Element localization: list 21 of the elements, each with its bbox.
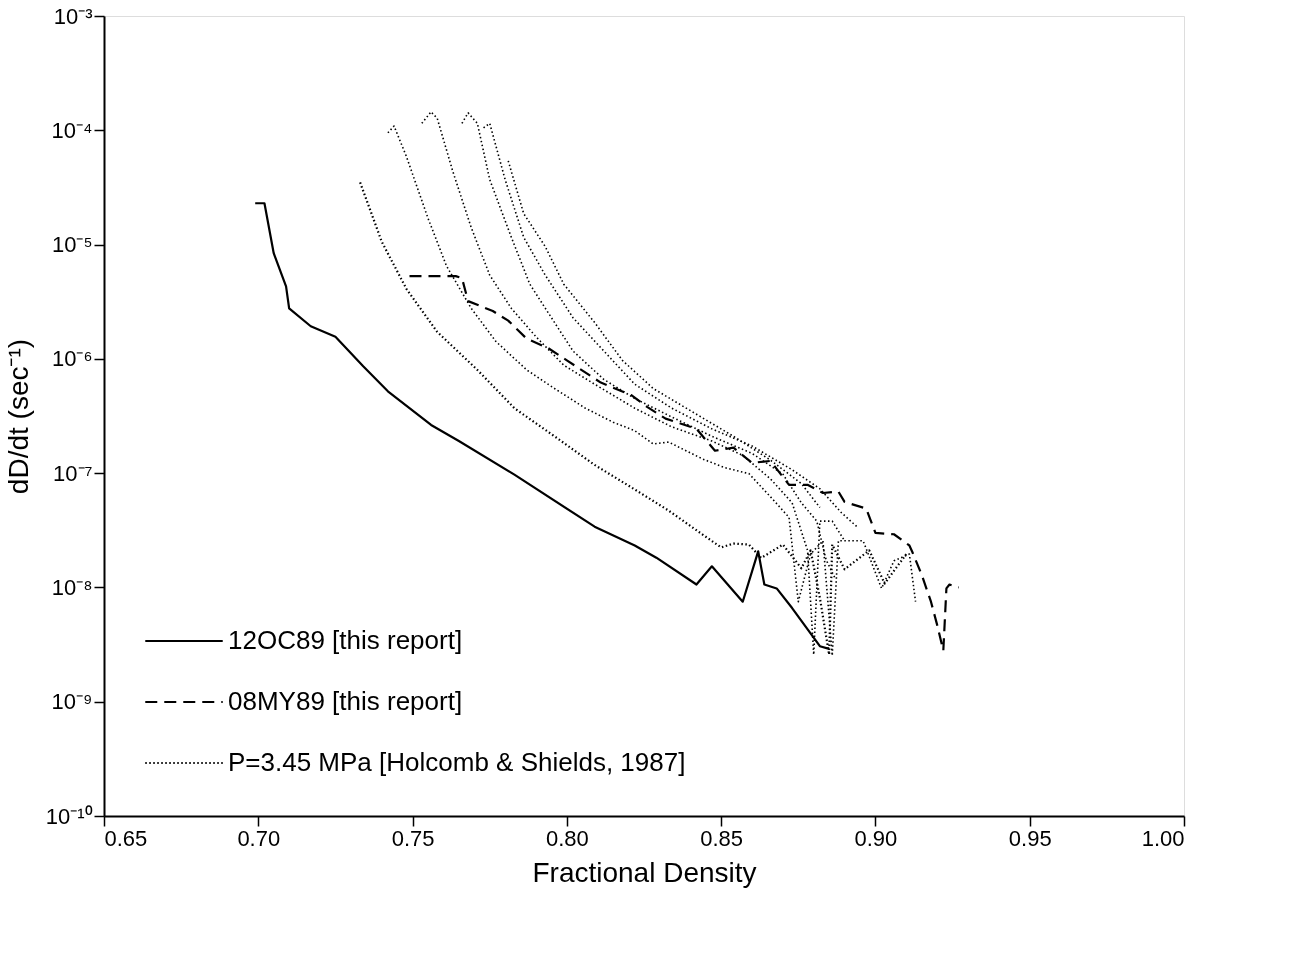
y-tick-label: 10⁻⁵ xyxy=(51,232,93,258)
x-tick-label: 0.95 xyxy=(1008,825,1052,851)
legend-label: P=3.45 MPa [Holcomb & Shields, 1987] xyxy=(228,747,686,777)
x-tick-label: 0.80 xyxy=(545,825,589,851)
y-tick-label: 10⁻³ xyxy=(53,3,93,29)
legend-label: 08MY89 [this report] xyxy=(228,686,463,716)
y-tick-label: 10⁻⁴ xyxy=(51,117,93,143)
x-axis-title: Fractional Density xyxy=(532,856,757,888)
y-tick-label: 10⁻⁹ xyxy=(51,689,93,715)
y-tick-label: 10⁻⁸ xyxy=(51,574,93,600)
y-tick-label: 10⁻⁶ xyxy=(51,346,93,372)
x-tick-label: 0.75 xyxy=(391,825,435,851)
x-tick-label: 0.65 xyxy=(104,825,148,851)
legend-label: 12OC89 [this report] xyxy=(228,625,463,655)
x-tick-label: 0.90 xyxy=(854,825,898,851)
x-tick-label: 0.85 xyxy=(700,825,744,851)
x-tick-label: 0.70 xyxy=(237,825,281,851)
y-tick-label: 10⁻¹⁰ xyxy=(45,803,93,829)
y-axis-title: dD/dt (sec⁻¹) xyxy=(2,338,34,495)
y-tick-label: 10⁻⁷ xyxy=(53,460,93,486)
x-tick-label: 1.00 xyxy=(1141,825,1185,851)
